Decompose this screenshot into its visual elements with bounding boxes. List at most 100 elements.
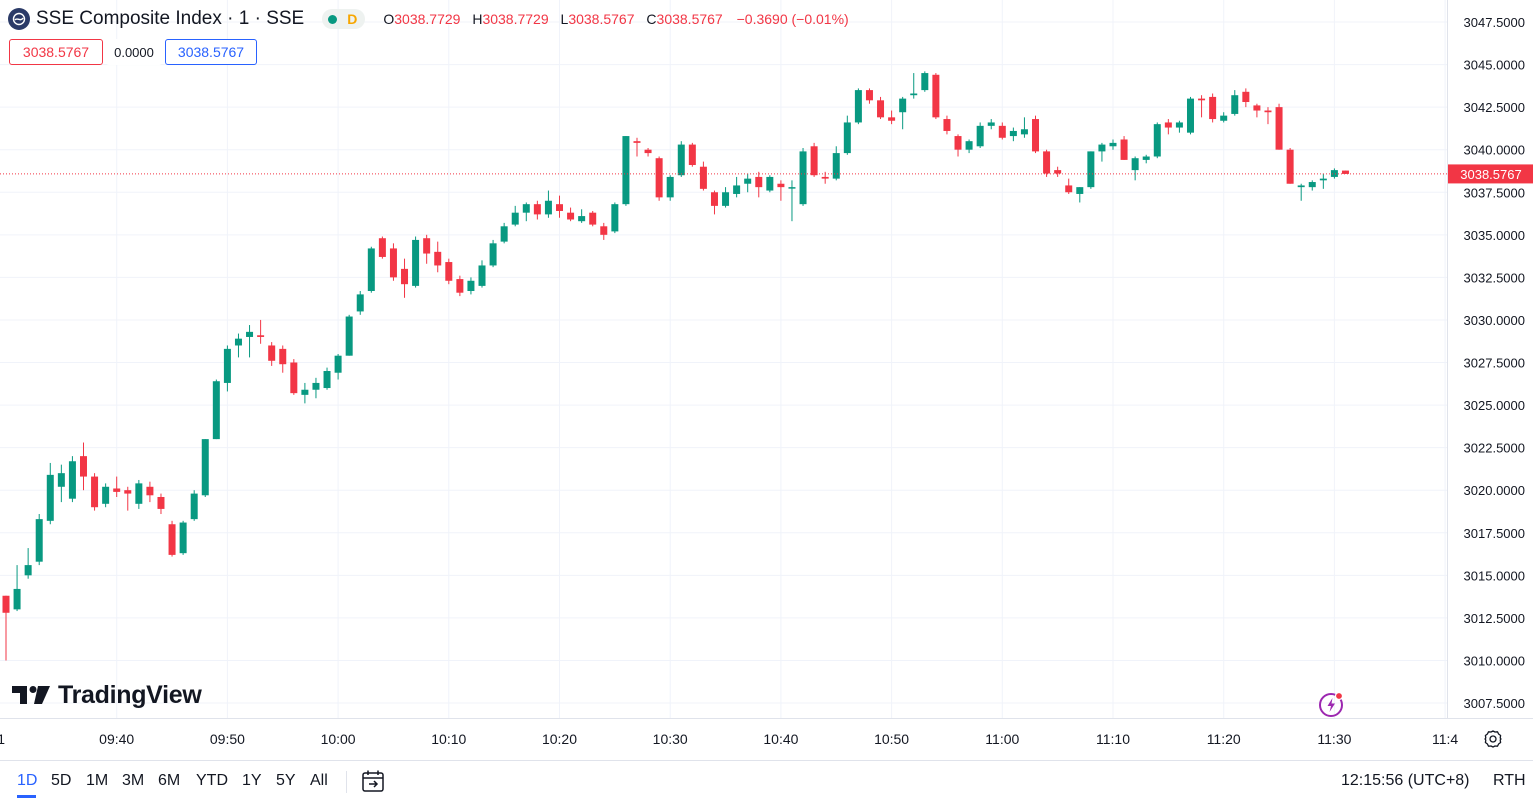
price-axis[interactable]: 3047.5000 3045.0000 3042.5000 3040.0000 3037… <box>1464 15 1525 711</box>
grid-lines <box>0 0 1447 718</box>
candle-body <box>1209 96 1217 120</box>
price-tick-label: 3015.0000 <box>1464 568 1525 583</box>
candle-body <box>522 204 530 213</box>
candle-down <box>91 473 99 511</box>
timeframe-5d[interactable]: 5D <box>51 772 72 789</box>
price-change: −0.3690 (−0.01%) <box>736 11 849 27</box>
candle-up <box>201 439 209 497</box>
tradingview-logo[interactable]: TradingView <box>12 679 202 711</box>
candle-up <box>622 136 630 206</box>
candle-up <box>722 187 730 208</box>
candle-body <box>1286 149 1294 184</box>
candle-up <box>799 147 807 206</box>
candle-body <box>688 144 696 166</box>
price-tick-label: 3017.5000 <box>1464 526 1525 541</box>
candle-body <box>1009 130 1017 137</box>
candle-body <box>544 200 552 215</box>
session-type-button[interactable]: RTH <box>1493 772 1526 789</box>
candle-body <box>334 355 342 373</box>
timeframe-1y[interactable]: 1Y <box>242 772 262 789</box>
candle-body <box>954 136 962 150</box>
calendar-goto-icon[interactable] <box>360 768 386 794</box>
candle-body <box>356 294 364 312</box>
timeframe-1d[interactable]: 1D <box>17 772 38 789</box>
time-tick-label: 10:30 <box>653 731 688 747</box>
candle-body <box>168 524 176 555</box>
candle-body <box>1131 158 1139 171</box>
session-clock[interactable]: 12:15:56 (UTC+8) <box>1341 772 1470 789</box>
candle-down <box>1043 149 1051 177</box>
candle-up <box>356 290 364 315</box>
candle-up <box>854 88 862 125</box>
candle-down <box>755 171 763 198</box>
candle-body <box>124 490 132 494</box>
candle-body <box>832 153 840 179</box>
candle-body <box>1297 185 1305 188</box>
candle-body <box>976 125 984 147</box>
candle-up <box>1142 154 1150 164</box>
candle-down <box>434 241 442 273</box>
candle-down <box>943 115 951 135</box>
timeframe-all[interactable]: All <box>310 772 328 789</box>
candle-body <box>489 243 497 266</box>
ohlc-values: O3038.7729 H3038.7729 L3038.5767 C3038.5… <box>383 11 848 27</box>
open-label: O <box>383 11 395 27</box>
market-status-badge[interactable]: D <box>322 9 366 29</box>
timeframe-1m[interactable]: 1M <box>86 772 109 789</box>
candle-body <box>434 251 442 266</box>
candle-up <box>35 514 43 566</box>
candle-down <box>124 486 132 511</box>
candle-down <box>644 147 652 157</box>
candle-body <box>987 122 995 126</box>
candle-body <box>1076 187 1084 194</box>
buy-price-button[interactable]: 3038.5767 <box>165 39 257 65</box>
candle-body <box>910 93 918 96</box>
candle-up <box>899 96 907 130</box>
candle-body <box>965 141 973 150</box>
candle-body <box>500 226 508 242</box>
candlestick-chart[interactable]: 3047.5000 3045.0000 3042.5000 3040.0000 3037… <box>0 0 1533 760</box>
candle-up <box>334 353 342 380</box>
candle-body <box>157 496 165 509</box>
sell-price-button[interactable]: 3038.5767 <box>9 39 103 65</box>
candle-body <box>201 439 209 496</box>
lightning-bolt-icon[interactable] <box>1318 690 1346 718</box>
candle-up <box>1175 120 1183 133</box>
candle-body <box>998 125 1006 138</box>
candle-body <box>179 522 187 554</box>
candle-body <box>323 371 331 389</box>
time-axis[interactable]: 11 09:40 09:50 10:00 10:10 10:20 10:30 10:40 10:… <box>0 731 1458 747</box>
gear-icon[interactable] <box>1483 729 1503 749</box>
candle-down <box>1341 170 1349 174</box>
timeframe-ytd[interactable]: YTD <box>196 772 228 789</box>
symbol-title[interactable]: SSE Composite Index · 1 · SSE <box>36 8 305 29</box>
candle-down <box>954 134 962 157</box>
candle-up <box>102 483 110 508</box>
sse-logo-icon[interactable] <box>8 8 30 30</box>
price-tick-label: 3025.0000 <box>1464 398 1525 413</box>
candle-down <box>378 236 386 259</box>
candle-up <box>1220 112 1228 123</box>
candle-up <box>733 176 741 198</box>
candle-up <box>1319 173 1327 189</box>
candle-body <box>234 338 242 346</box>
candle-body <box>766 176 774 191</box>
candle-body <box>2 595 10 613</box>
timeframe-3m[interactable]: 3M <box>122 772 145 789</box>
candle-body <box>46 474 54 521</box>
candle-body <box>279 348 287 365</box>
candle-up <box>976 122 984 148</box>
timeframe-5y[interactable]: 5Y <box>276 772 296 789</box>
candle-body <box>1142 156 1150 160</box>
candle-up <box>522 202 530 222</box>
market-open-dot-icon <box>328 14 338 24</box>
price-tick-label: 3037.5000 <box>1464 185 1525 200</box>
candle-down <box>1286 147 1294 184</box>
candle-down <box>113 476 121 497</box>
timeframe-6m[interactable]: 6M <box>158 772 181 789</box>
candle-down <box>1264 107 1272 125</box>
candle-body <box>744 178 752 184</box>
candle-body <box>412 239 420 286</box>
candle-up <box>611 202 619 234</box>
time-tick-label: 10:20 <box>542 731 577 747</box>
